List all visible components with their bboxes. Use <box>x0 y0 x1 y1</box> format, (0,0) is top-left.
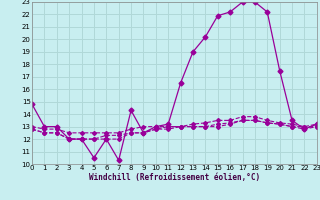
X-axis label: Windchill (Refroidissement éolien,°C): Windchill (Refroidissement éolien,°C) <box>89 173 260 182</box>
